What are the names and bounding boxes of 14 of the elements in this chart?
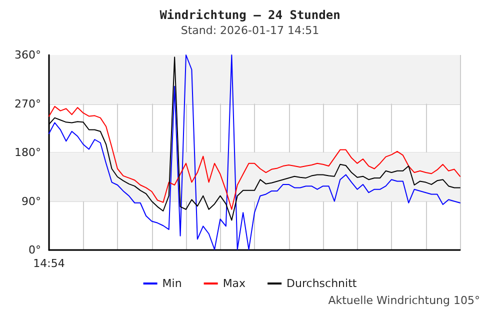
legend-label: Durchschnitt [286,277,358,290]
y-tick-label: 90° [22,194,41,208]
line-series [48,106,460,210]
line-series [48,54,460,250]
y-tick-label: 0° [28,244,41,256]
y-tick-label: 180° [14,146,41,159]
y-tick-label: 360° [14,48,41,62]
text: Aktuelle Windrichtung 105° [328,294,480,307]
x-tick-label: 14:54 [33,257,65,270]
legend-label: Max [222,277,246,290]
legend-label: Min [162,277,182,290]
chart-title: Windrichtung – 24 Stunden [160,8,340,22]
chart-subtitle: Stand: 2026-01-17 14:51 [180,24,320,37]
y-tick-label: 270° [14,97,41,110]
